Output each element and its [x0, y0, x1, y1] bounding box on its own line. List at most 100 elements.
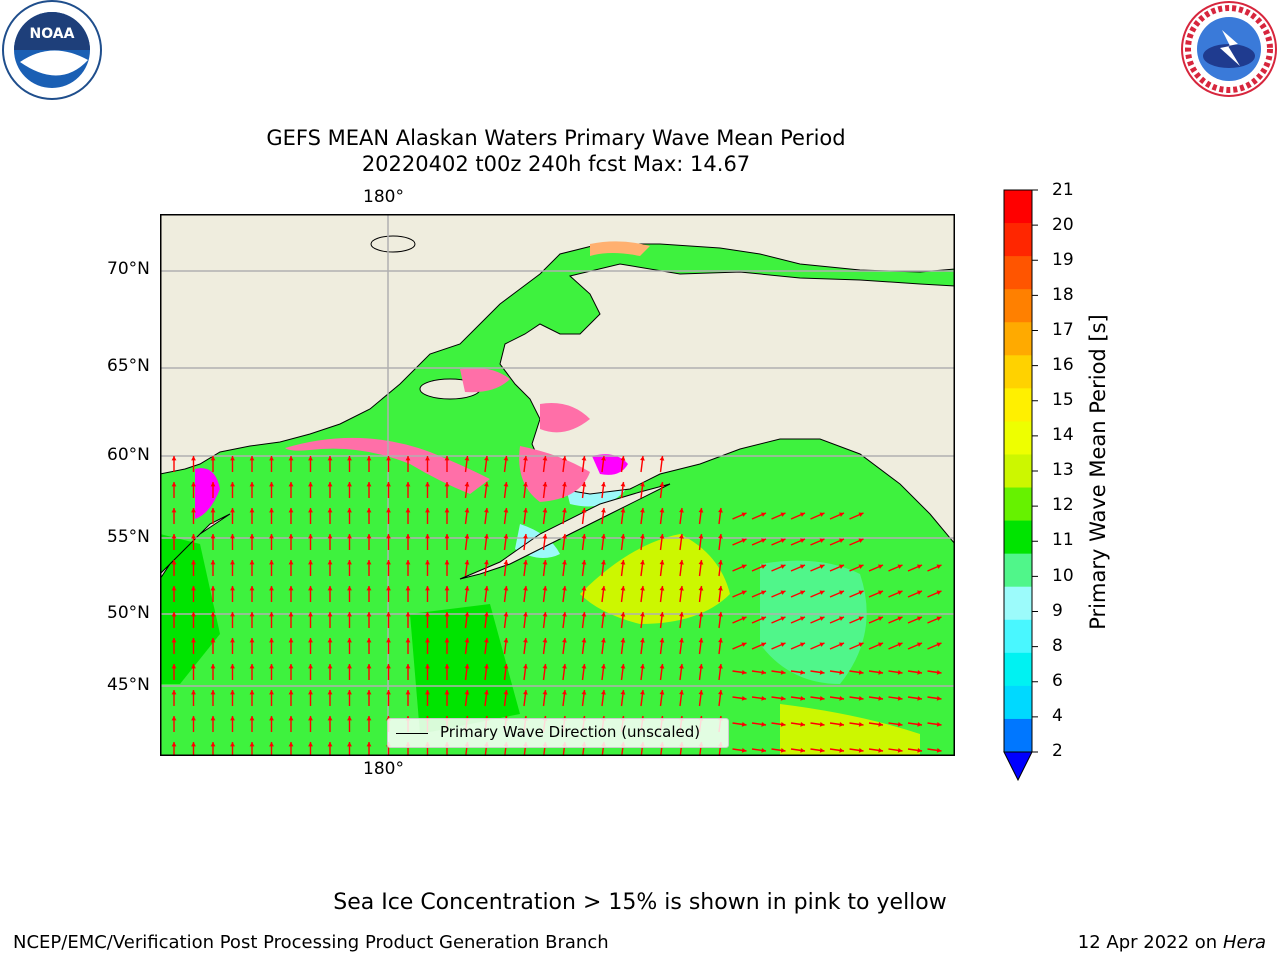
- wave-arrowhead-117: [741, 538, 747, 543]
- wave-arrowhead-127: [230, 560, 235, 565]
- wave-arrowhead-398: [839, 722, 844, 727]
- chart-title: GEFS MEAN Alaskan Waters Primary Wave Me…: [266, 126, 846, 150]
- wave-arrowhead-93: [269, 534, 274, 539]
- wave-arrowhead-217: [425, 612, 430, 617]
- colorbar-segment-10: [1004, 520, 1032, 555]
- wave-arrowhead-281: [897, 642, 903, 647]
- wave-arrowhead-106: [523, 534, 528, 539]
- wave-arrowhead-433: [741, 748, 747, 753]
- colorbar-segment-7: [1004, 421, 1032, 455]
- wave-arrowhead-32: [288, 482, 294, 487]
- wave-arrowhead-23: [620, 456, 626, 461]
- wave-arrowhead-186: [601, 586, 606, 591]
- wave-arrowhead-35: [347, 482, 352, 487]
- wave-arrowhead-33: [308, 482, 313, 487]
- wave-arrowhead-79: [698, 508, 704, 513]
- wave-arrowhead-339: [464, 690, 470, 695]
- wave-arrowhead-65: [425, 508, 430, 513]
- wave-arrowhead-207: [230, 612, 235, 617]
- wave-arrowhead-323: [936, 670, 942, 675]
- bottom-longitude-label: 180°: [363, 759, 404, 779]
- wave-arrowhead-130: [288, 560, 294, 565]
- wave-arrowhead-99: [386, 534, 391, 539]
- wave-arrowhead-208: [249, 612, 255, 617]
- wave-arrowhead-126: [210, 560, 216, 565]
- wrangel-island: [370, 235, 416, 253]
- wave-arrowhead-125: [191, 560, 196, 565]
- wave-arrowhead-188: [640, 586, 645, 591]
- wave-arrowhead-405: [191, 742, 196, 747]
- wave-arrowhead-265: [581, 638, 587, 643]
- wave-arrowhead-68: [484, 508, 489, 513]
- wave-arrowhead-145: [581, 560, 587, 565]
- wave-arrowhead-66: [444, 508, 450, 513]
- wave-arrowhead-159: [858, 564, 864, 569]
- wave-arrowhead-372: [327, 716, 333, 721]
- wave-arrowhead-306: [601, 664, 606, 669]
- colorbar-tick-14: 14: [1052, 425, 1074, 445]
- wave-arrowhead-224: [562, 612, 567, 617]
- wave-arrowhead-289: [269, 664, 274, 669]
- wave-arrowhead-286: [210, 664, 216, 669]
- colorbar-tick-18: 18: [1052, 285, 1074, 305]
- wave-arrowhead-276: [800, 642, 805, 647]
- colorbar-segment-4: [1004, 322, 1032, 356]
- wave-arrowhead-175: [386, 586, 391, 591]
- wave-arrowhead-9: [347, 456, 352, 461]
- wave-arrowhead-185: [581, 586, 587, 591]
- wave-arrowhead-173: [347, 586, 352, 591]
- wave-arrowhead-28: [210, 482, 216, 487]
- wave-arrowhead-27: [191, 482, 196, 487]
- wave-arrowhead-59: [308, 508, 313, 513]
- colorbar-tick-11: 11: [1052, 530, 1074, 550]
- wave-arrowhead-92: [249, 534, 255, 539]
- ice-bristol-bay: [519, 446, 590, 502]
- wave-arrowhead-440: [878, 748, 883, 753]
- wave-arrowhead-241: [897, 616, 903, 621]
- colorbar-segment-9: [1004, 487, 1032, 522]
- ice-west-edge: [195, 468, 220, 519]
- wave-arrowhead-327: [230, 690, 235, 695]
- wave-arrowhead-137: [425, 560, 430, 565]
- run-date: 12 Apr 2022 on Hera: [1078, 932, 1266, 953]
- colorbar-tick-6: 6: [1052, 671, 1063, 691]
- colorbar-tick-19: 19: [1052, 250, 1074, 270]
- wave-arrowhead-14: [444, 456, 450, 461]
- wave-arrowhead-443: [936, 748, 942, 753]
- wave-arrowhead-44: [523, 482, 528, 487]
- wave-arrowhead-343: [542, 690, 548, 695]
- wave-arrowhead-75: [620, 508, 626, 513]
- wave-arrowhead-277: [819, 642, 825, 647]
- wave-arrowhead-251: [308, 638, 313, 643]
- wave-direction-arrows: [171, 455, 942, 756]
- wave-arrowhead-240: [878, 616, 883, 621]
- wave-arrowhead-356: [800, 696, 805, 701]
- wave-arrowhead-181: [503, 586, 509, 591]
- wave-arrowhead-342: [523, 690, 528, 695]
- wave-arrowhead-315: [780, 670, 786, 675]
- colorbar-segment-12: [1004, 586, 1032, 621]
- wave-arrowhead-201: [897, 590, 903, 595]
- wave-arrowhead-70: [523, 508, 528, 513]
- wave-arrowhead-279: [858, 642, 864, 647]
- wave-arrowhead-441: [897, 748, 903, 753]
- wave-arrowhead-115: [698, 534, 704, 539]
- wave-arrowhead-82: [761, 512, 766, 517]
- wave-arrowhead-76: [640, 508, 645, 513]
- map-legend: Primary Wave Direction (unscaled): [387, 718, 729, 748]
- wave-arrowhead-205: [191, 612, 196, 617]
- wave-arrowhead-138: [444, 560, 450, 565]
- wave-arrowhead-361: [897, 696, 903, 701]
- wave-arrowhead-183: [542, 586, 548, 591]
- lat-label-55: 55°N: [107, 527, 150, 547]
- wave-arrowhead-239: [858, 616, 864, 621]
- wave-arrowhead-263: [542, 638, 548, 643]
- wave-arrowhead-442: [917, 748, 922, 753]
- wave-arrowhead-227: [620, 612, 626, 617]
- branch-credit: NCEP/EMC/Verification Post Processing Pr…: [13, 932, 609, 953]
- wave-arrowhead-194: [761, 590, 766, 595]
- wave-arrowhead-197: [819, 590, 825, 595]
- wave-arrowhead-213: [347, 612, 352, 617]
- wave-arrowhead-113: [659, 534, 665, 539]
- wave-arrowhead-196: [800, 590, 805, 595]
